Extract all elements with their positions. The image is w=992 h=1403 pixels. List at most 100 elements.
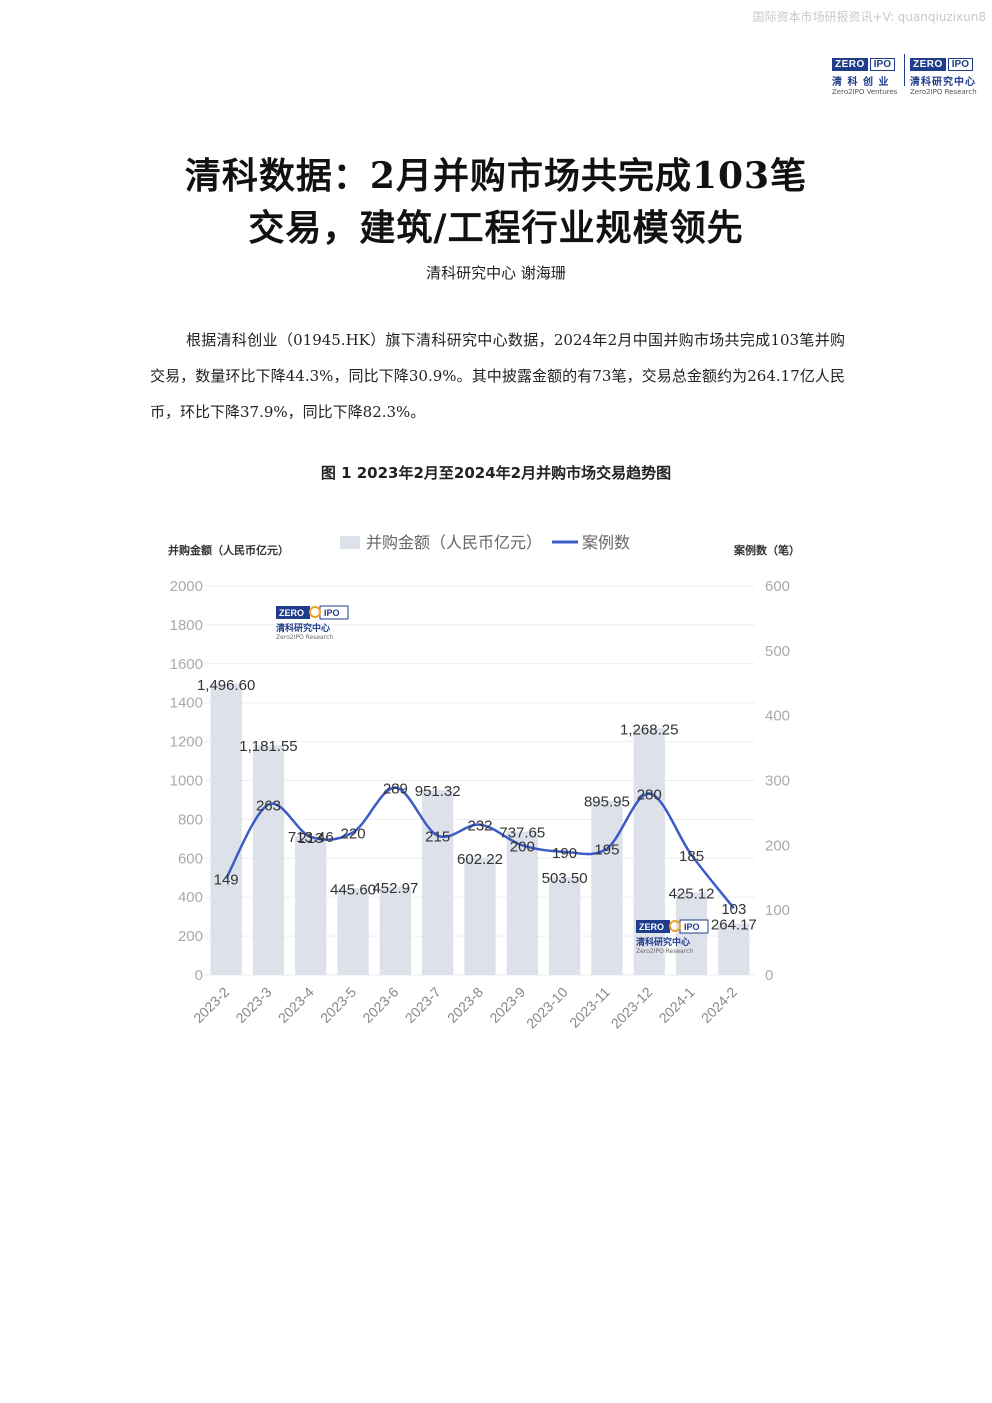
bar-2023-9 xyxy=(506,831,538,975)
category-2023-5: 2023-5 xyxy=(317,984,359,1026)
logo1-zero: ZERO xyxy=(832,58,868,71)
right-tick-200: 200 xyxy=(765,837,790,854)
logo1-cn: 清 科 创 业 xyxy=(832,77,890,88)
bar-2023-11 xyxy=(591,800,623,975)
left-tick-800: 800 xyxy=(178,811,203,828)
chart-wm1-zero: ZERO xyxy=(279,608,304,618)
category-2023-4: 2023-4 xyxy=(275,984,317,1026)
logo2-en: Zero2IPO Research xyxy=(910,88,977,96)
right-tick-0: 0 xyxy=(765,967,773,984)
bar-label-2024-1: 425.12 xyxy=(669,885,715,902)
line-label-2023-3: 263 xyxy=(256,797,281,814)
line-label-2023-6: 289 xyxy=(383,781,408,798)
bar-2023-12 xyxy=(633,728,665,975)
right-tick-100: 100 xyxy=(765,902,790,919)
header-logos: ZERO IPO 清 科 创 业 Zero2IPO Ventures ZERO IP… xyxy=(832,52,982,96)
bar-label-2023-3: 1,181.55 xyxy=(239,738,297,755)
bar-2023-2 xyxy=(210,683,242,975)
line-label-2024-1: 185 xyxy=(679,848,704,865)
bar-2023-10 xyxy=(548,877,581,975)
left-axis-title: 并购金额（人民币亿元） xyxy=(168,543,289,557)
chart-watermark-2: ZERO IPO 清科研究中心 Zero2IPO Research xyxy=(636,919,709,955)
left-tick-200: 200 xyxy=(178,928,203,945)
line-label-2023-11: 195 xyxy=(594,842,619,859)
line-label-2023-10: 190 xyxy=(552,845,577,862)
bar-label-2023-2: 1,496.60 xyxy=(197,677,255,694)
line-label-2023-5: 220 xyxy=(341,825,366,842)
category-2024-1: 2024-1 xyxy=(656,984,698,1026)
left-tick-600: 600 xyxy=(178,850,203,867)
chart-wm1-emblem xyxy=(309,606,321,618)
category-2023-6: 2023-6 xyxy=(359,984,401,1026)
category-2023-2: 2023-2 xyxy=(190,984,232,1026)
bar-2024-2 xyxy=(718,923,750,975)
line-label-2023-9: 200 xyxy=(510,838,535,855)
legend-bar-label: 并购金额（人民币亿元） xyxy=(366,533,542,552)
bar-label-2023-6: 452.97 xyxy=(372,880,418,897)
logo-divider xyxy=(904,54,905,86)
category-2023-7: 2023-7 xyxy=(402,984,444,1026)
category-2023-12: 2023-12 xyxy=(608,984,656,1032)
left-tick-1600: 1600 xyxy=(170,656,203,673)
right-tick-600: 600 xyxy=(765,578,790,595)
logo2-ipo: IPO xyxy=(947,58,974,71)
category-2023-10: 2023-10 xyxy=(523,984,571,1032)
bar-2023-6 xyxy=(379,886,412,975)
zero2ipo-ventures-logo: ZERO IPO 清 科 创 业 Zero2IPO Ventures xyxy=(832,52,897,96)
bar-2023-4 xyxy=(295,836,327,975)
zero2ipo-research-logo: ZERO IPO 清科研究中心 Zero2IPO Research xyxy=(910,52,977,96)
left-tick-400: 400 xyxy=(178,889,203,906)
right-axis-title: 案例数（笔） xyxy=(733,543,800,557)
bar-label-2023-12: 1,268.25 xyxy=(620,721,678,738)
legend-bar-swatch xyxy=(340,536,360,549)
bar-2023-8 xyxy=(464,857,496,975)
bar-2023-7 xyxy=(422,789,454,975)
bar-label-2023-11: 895.95 xyxy=(584,794,630,811)
left-tick-0: 0 xyxy=(195,967,203,984)
chart-legend: 并购金额（人民币亿元） 案例数 xyxy=(340,533,630,552)
chart-wm1-cn: 清科研究中心 xyxy=(276,622,330,634)
line-label-2023-8: 232 xyxy=(467,818,492,835)
line-label-2024-2: 103 xyxy=(721,901,746,918)
chart-wm1-ipo: IPO xyxy=(324,608,340,618)
left-tick-1400: 1400 xyxy=(170,695,203,712)
page-title: 清科数据：2月并购市场共完成103笔 交易，建筑/工程行业规模领先 xyxy=(100,150,892,254)
bar-label-2023-7: 951.32 xyxy=(415,783,461,800)
category-2023-8: 2023-8 xyxy=(444,984,486,1026)
bar-2023-5 xyxy=(337,888,369,975)
chart-wm2-zero: ZERO xyxy=(639,922,664,932)
bar-label-2023-9: 737.65 xyxy=(499,825,545,842)
logo1-ipo: IPO xyxy=(869,58,896,71)
case-count-line xyxy=(225,786,735,910)
chart-wm2-ipo: IPO xyxy=(684,922,700,932)
logo1-en: Zero2IPO Ventures xyxy=(832,88,898,96)
line-series xyxy=(225,786,735,910)
left-tick-2000: 2000 xyxy=(170,578,203,595)
chart-wm1-en: Zero2IPO Research xyxy=(276,634,333,641)
bar-label-2023-10: 503.50 xyxy=(542,870,588,887)
body-paragraph: 根据清科创业（01945.HK）旗下清科研究中心数据，2024年2月中国并购市场… xyxy=(150,331,845,421)
category-2023-3: 2023-3 xyxy=(232,984,274,1026)
bar-series xyxy=(210,683,750,975)
bar-label-2023-4: 713.46 xyxy=(288,829,334,846)
line-label-2023-2: 149 xyxy=(214,871,239,888)
bar-label-2023-8: 602.22 xyxy=(457,851,503,868)
bar-label-2024-2: 264.17 xyxy=(711,917,757,934)
chart-wm2-en: Zero2IPO Research xyxy=(636,948,693,955)
author-line: 清科研究中心 谢海珊 xyxy=(426,264,566,282)
line-label-2023-4: 213 xyxy=(298,830,323,847)
right-tick-500: 500 xyxy=(765,643,790,660)
chart-wm2-cn: 清科研究中心 xyxy=(636,936,690,948)
right-tick-300: 300 xyxy=(765,773,790,790)
bar-label-2023-5: 445.60 xyxy=(330,881,376,898)
logo2-cn: 清科研究中心 xyxy=(910,77,976,88)
bar-2024-1 xyxy=(675,892,708,975)
left-tick-1200: 1200 xyxy=(170,734,203,751)
category-2024-2: 2024-2 xyxy=(698,984,740,1026)
bar-2023-3 xyxy=(252,745,285,975)
line-label-2023-12: 280 xyxy=(637,786,662,803)
right-tick-400: 400 xyxy=(765,708,790,725)
line-label-2023-7: 215 xyxy=(425,829,450,846)
